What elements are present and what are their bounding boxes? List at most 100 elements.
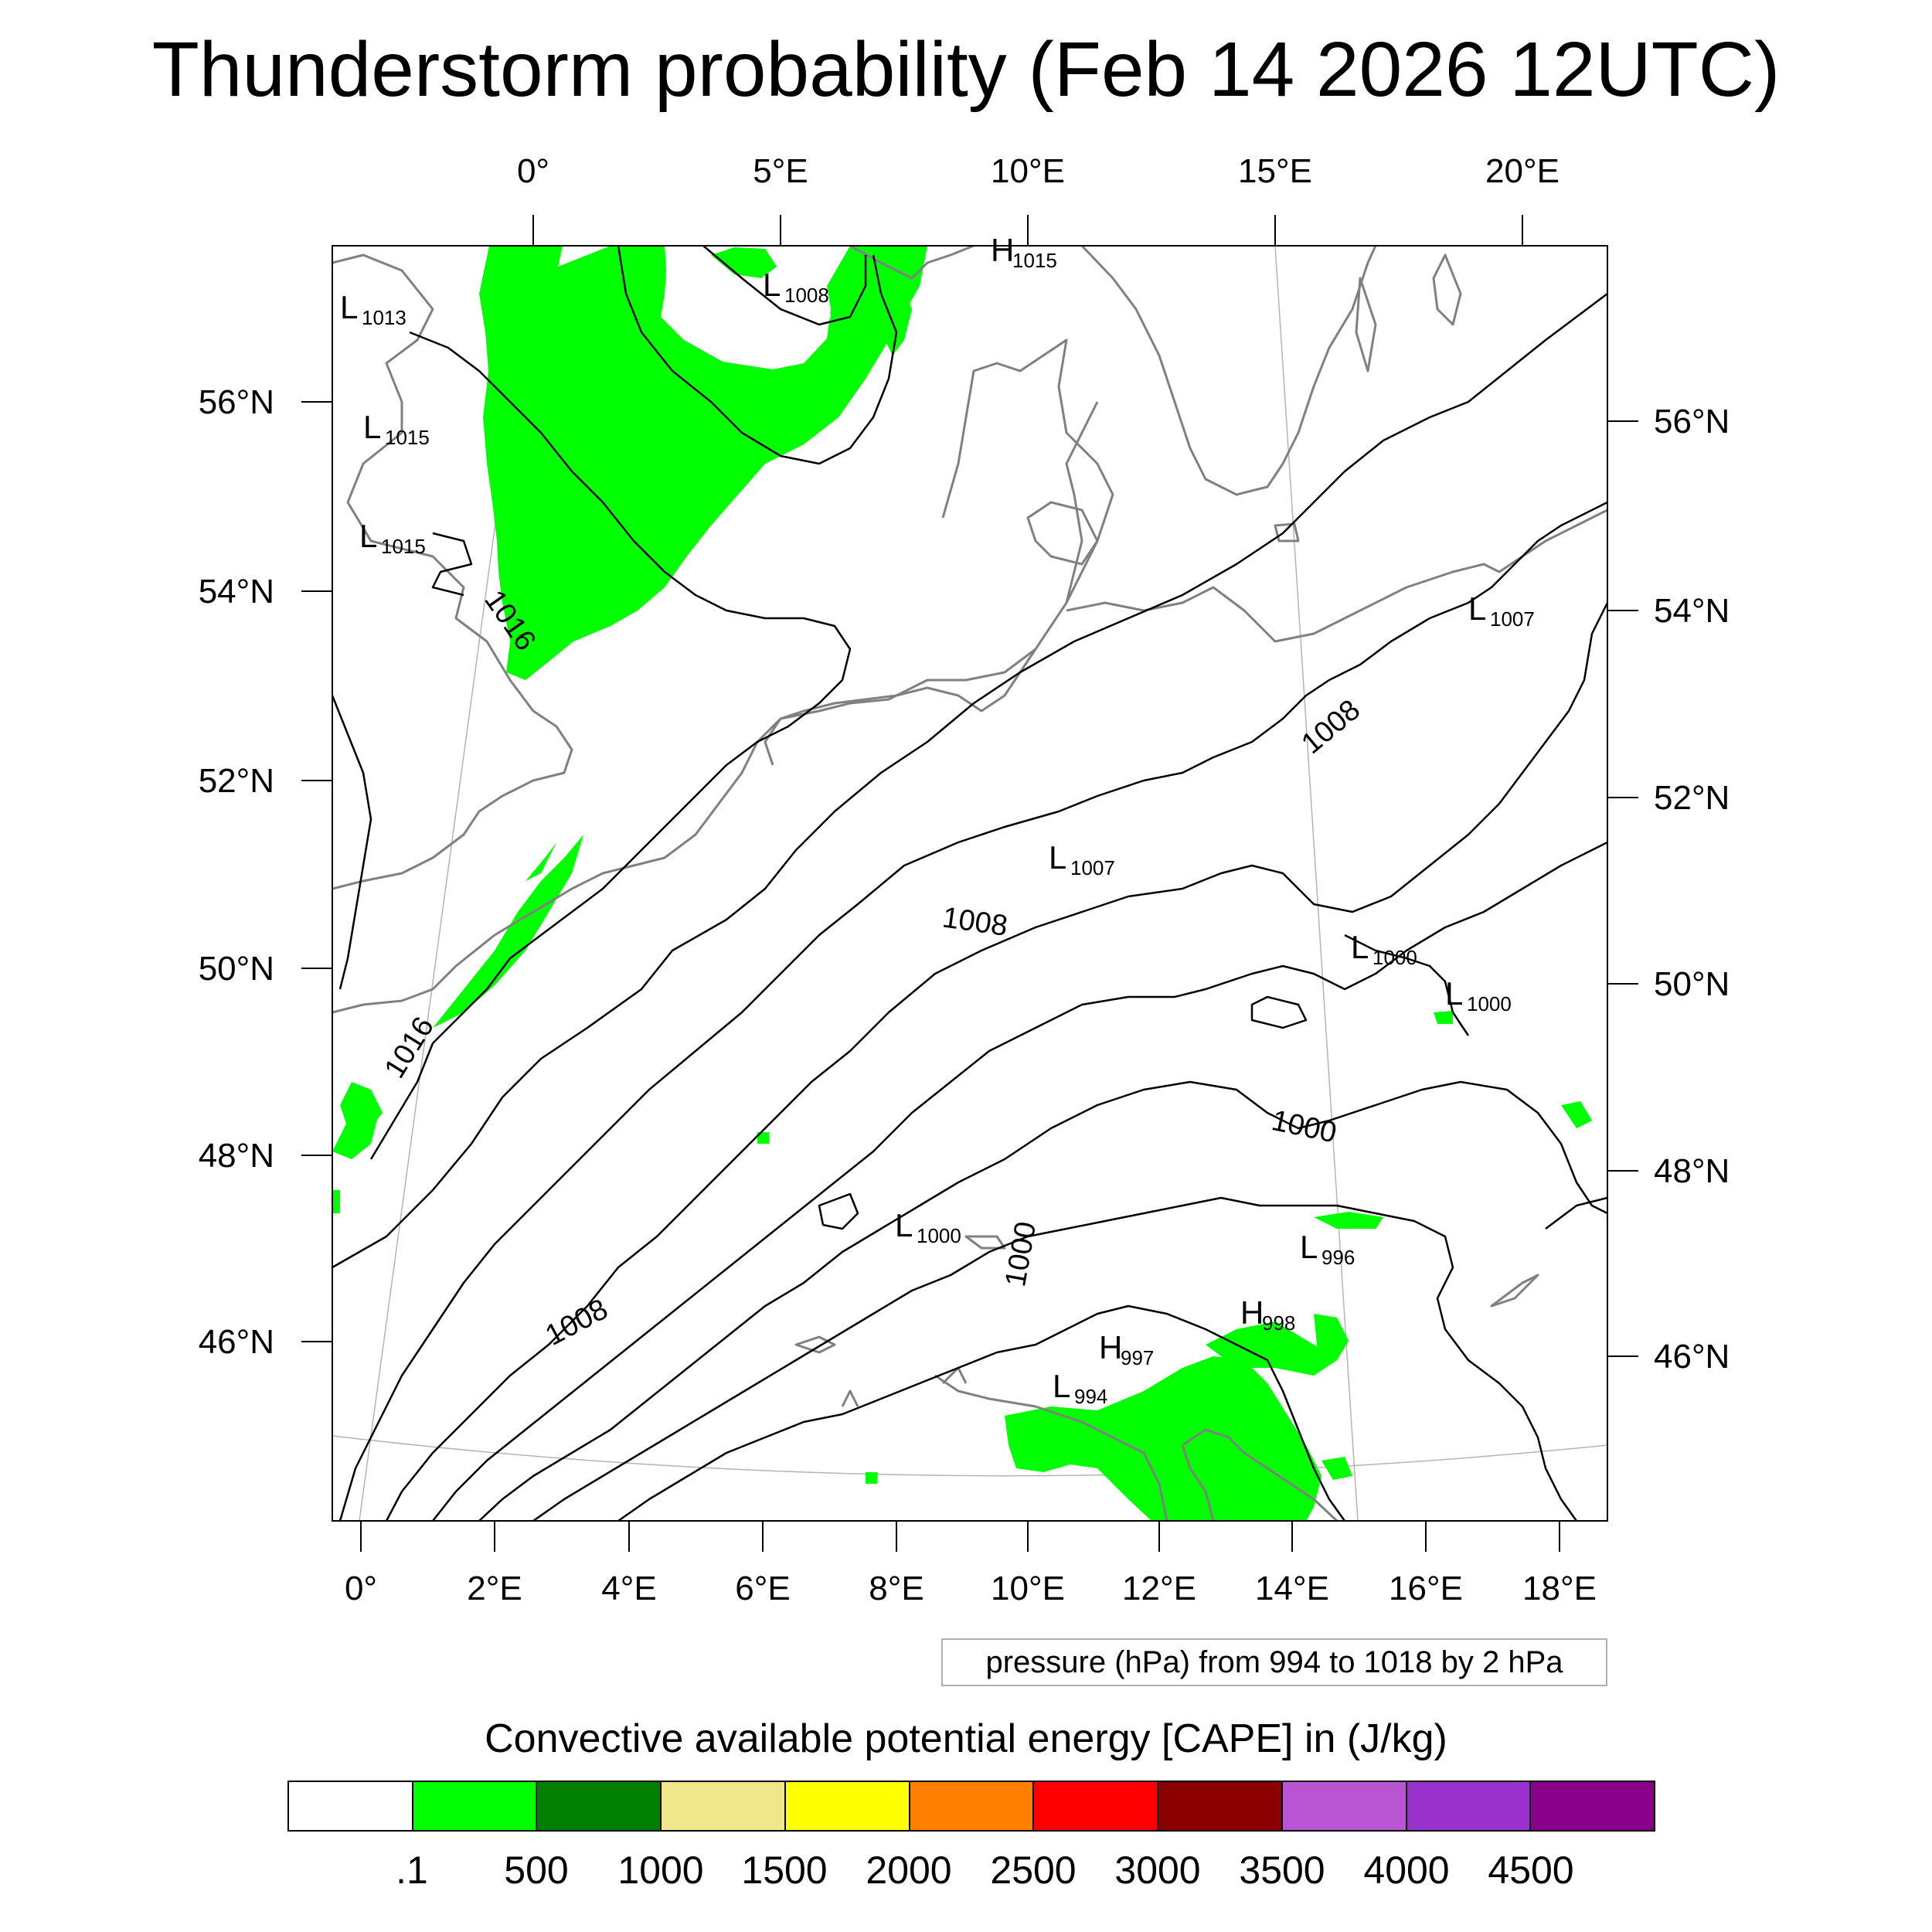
bottom-lon-labels: 0° 2°E 4°E 6°E 8°E 10°E 12°E 14°E 16°E 1… [345, 1570, 1597, 1607]
colorbar-box-7 [1158, 1782, 1283, 1830]
top-lon-label-20e: 20°E [1485, 152, 1560, 190]
bottom-lon-label-4e: 4°E [601, 1570, 656, 1607]
cape-area-north-sea-gap [692, 246, 831, 363]
svg-text:L: L [359, 518, 377, 554]
isobar-1 [332, 293, 1607, 1269]
coast-istria [1181, 1444, 1215, 1521]
contour-label-1000-east: 1000 [1269, 1104, 1339, 1150]
cape-area-norway-coast [866, 255, 912, 355]
contour-label-1008-east: 1008 [1295, 694, 1366, 761]
left-lat-label-54n: 54°N [199, 573, 274, 611]
svg-text:996: 996 [1321, 1246, 1355, 1269]
colorbar-labels: .1 500 1000 1500 2000 2500 3000 3500 400… [0, 1843, 1932, 1897]
svg-text:L: L [1468, 590, 1486, 627]
svg-text:L: L [363, 409, 381, 445]
svg-text:H: H [1099, 1329, 1122, 1366]
bottom-lon-label-18e: 18°E [1522, 1570, 1597, 1607]
coast-gotland [1432, 253, 1462, 326]
bottom-lon-label-2e: 2°E [467, 1570, 522, 1607]
svg-text:1015: 1015 [1012, 249, 1057, 272]
isobar-north-1 [617, 246, 898, 465]
svg-text:L: L [1351, 929, 1369, 965]
colorbar-label-5: 2500 [990, 1849, 1077, 1892]
contour-label-1008-center: 1008 [940, 901, 1010, 942]
svg-text:1008: 1008 [784, 284, 829, 307]
isobar-north-2 [369, 331, 852, 1160]
isobar-east-1 [1250, 995, 1308, 1029]
svg-text:H: H [1240, 1294, 1264, 1331]
right-lat-label-56n: 56°N [1654, 403, 1730, 440]
coast-baltic-south [1066, 509, 1607, 643]
cape-area-alps-small [866, 1472, 877, 1484]
isobar-east-3 [1344, 934, 1470, 1036]
contour-label-1000-south: 1000 [999, 1219, 1043, 1290]
colorbar-label-1: 500 [504, 1849, 569, 1892]
colorbar-label-6: 3000 [1114, 1849, 1201, 1892]
colorbar-box-0 [289, 1782, 413, 1830]
colorbar-box-5 [910, 1782, 1035, 1830]
svg-text:L: L [1300, 1229, 1318, 1265]
bottom-lon-label-8e: 8°E [869, 1570, 923, 1607]
bottom-lon-label-12e: 12°E [1122, 1570, 1196, 1607]
coastlines [332, 246, 1607, 1521]
colorbar-box-2 [537, 1782, 662, 1830]
svg-text:998: 998 [1262, 1311, 1295, 1335]
cape-area-poland-edge [1561, 1101, 1592, 1128]
isobar-east-4 [1545, 1196, 1607, 1230]
coast-denmark [941, 338, 1114, 604]
colorbar-box-1 [413, 1782, 538, 1830]
tick-marks [301, 215, 1638, 1552]
bottom-lon-label-16e: 16°E [1389, 1570, 1463, 1607]
svg-text:H: H [991, 232, 1014, 268]
colorbar-box-8 [1282, 1782, 1407, 1830]
svg-text:1000: 1000 [1372, 946, 1417, 969]
parallel-45n [332, 1435, 1607, 1477]
svg-text:997: 997 [1121, 1346, 1154, 1369]
isobar-5 [478, 1080, 1607, 1521]
pressure-center-13: L 994 [1053, 1368, 1107, 1408]
cape-area-west-edge [332, 1190, 340, 1213]
pressure-center-7: L 1000 [1351, 929, 1417, 969]
left-lat-label-52n: 52°N [199, 762, 274, 800]
pressure-center-10: L 996 [1300, 1229, 1355, 1269]
chart-title: Thunderstorm probability (Feb 14 2026 12… [151, 26, 1781, 113]
plot-frame [332, 245, 1608, 1522]
contour-label-1008-south: 1008 [540, 1293, 613, 1352]
colorbar-box-9 [1406, 1782, 1532, 1830]
svg-text:L: L [895, 1207, 913, 1243]
isobar-west-2 [431, 532, 473, 597]
colorbar-label-8: 4000 [1363, 1849, 1450, 1892]
coast-france-belgium [332, 648, 1037, 1014]
colorbar-label-2: 1000 [617, 1849, 704, 1892]
isobar-7 [617, 1304, 1346, 1521]
svg-text:L: L [1053, 1368, 1070, 1404]
pressure-center-9: L 1000 [895, 1207, 961, 1247]
bottom-lon-label-14e: 14°E [1255, 1570, 1329, 1607]
pressure-center-1: L 1015 [363, 409, 430, 449]
pressure-center-8: L 1000 [1445, 975, 1512, 1015]
svg-text:1015: 1015 [381, 535, 426, 558]
svg-text:1007: 1007 [1490, 607, 1535, 631]
bottom-lon-label-0: 0° [345, 1570, 377, 1607]
top-lon-label-0: 0° [517, 152, 549, 190]
svg-text:L: L [763, 267, 781, 303]
pressure-center-3: L 1008 [763, 267, 829, 307]
left-ticks [301, 401, 332, 1342]
coast-lake-geneva [794, 1335, 836, 1354]
colorbar-box-4 [785, 1782, 910, 1830]
colorbar-box-10 [1531, 1782, 1655, 1830]
coast-lakes-italy [841, 1366, 968, 1407]
cape-area-biscay [332, 1113, 379, 1159]
isobar-4 [432, 841, 1607, 1521]
isobar-north-3 [702, 246, 867, 326]
cape-area-adriatic [1005, 1356, 1321, 1521]
coast-britain [332, 253, 573, 890]
coast-oland [1355, 277, 1377, 372]
coast-bornholm [1274, 522, 1300, 543]
cape-fill-areas [332, 246, 1592, 1521]
colorbar-box-6 [1034, 1782, 1159, 1830]
svg-text:1007: 1007 [1070, 856, 1115, 879]
colorbar-label-3: 1500 [741, 1849, 828, 1892]
right-lat-label-46n: 46°N [1654, 1338, 1730, 1376]
